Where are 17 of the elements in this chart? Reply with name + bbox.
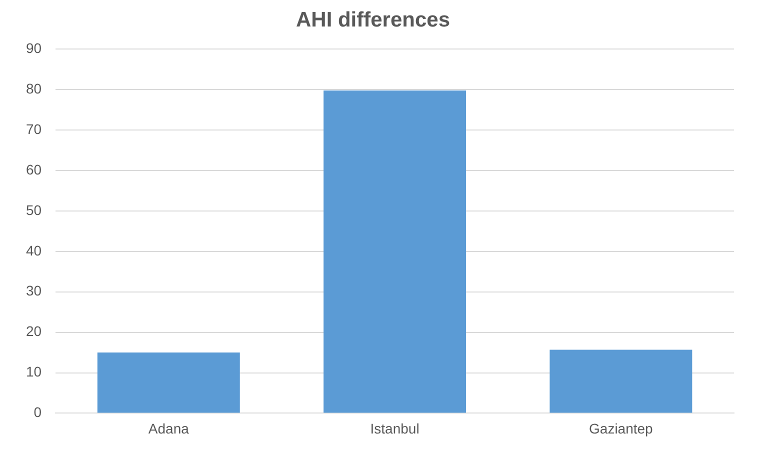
x-tick-label: Istanbul (370, 420, 420, 436)
y-tick-label: 10 (26, 364, 42, 380)
x-tick-label: Gaziantep (589, 420, 654, 436)
x-tick-label: Adana (148, 420, 190, 436)
chart-title: AHI differences (296, 8, 450, 32)
bar (324, 90, 466, 413)
y-tick-label: 80 (26, 80, 42, 97)
y-tick-label: 70 (26, 120, 42, 137)
y-tick-label: 40 (26, 242, 42, 258)
bar (97, 352, 240, 413)
bar (550, 350, 692, 413)
y-tick-label: 0 (34, 404, 42, 420)
y-tick-label: 30 (26, 282, 42, 299)
y-tick-label: 60 (26, 161, 42, 178)
y-tick-label: 50 (26, 202, 42, 218)
y-tick-label: 90 (26, 40, 42, 56)
y-tick-label: 20 (26, 323, 42, 340)
